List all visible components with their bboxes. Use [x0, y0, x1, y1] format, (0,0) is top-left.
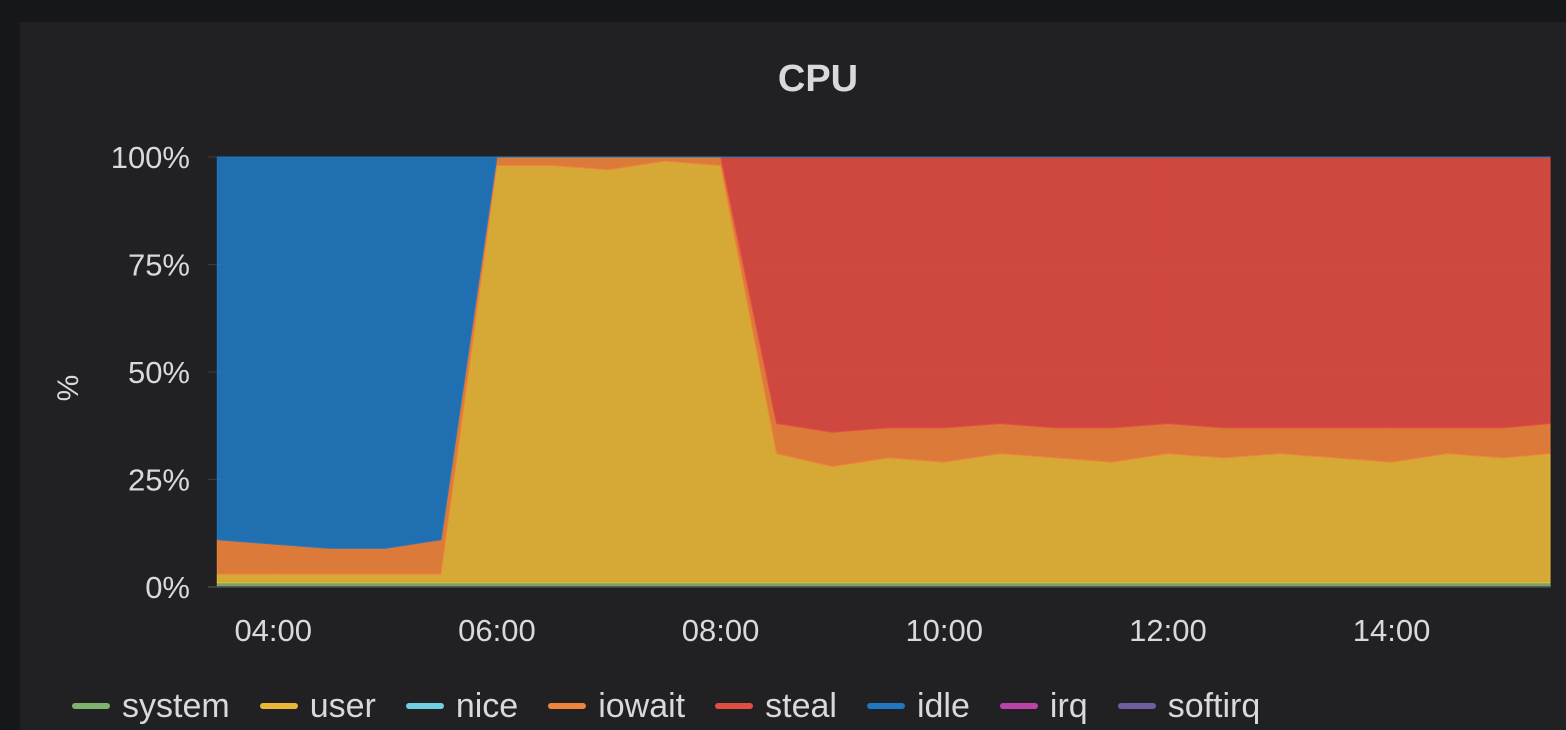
legend-item-softirq[interactable]: softirq — [1117, 686, 1261, 726]
legend-swatch — [999, 703, 1038, 709]
series-area-idle — [216, 156, 1550, 549]
y-tick-label: 25% — [128, 463, 190, 498]
legend-label: iowait — [598, 686, 686, 725]
legend-swatch — [405, 703, 444, 709]
legend-label: steal — [765, 686, 837, 725]
legend-item-system[interactable]: system — [72, 687, 230, 726]
x-tick-label: 06:00 — [458, 613, 536, 648]
legend-label: irq — [1049, 686, 1088, 725]
legend-label: softirq — [1167, 686, 1261, 725]
legend-swatch — [259, 703, 298, 709]
legend-swatch — [866, 703, 905, 709]
legend-item-steal[interactable]: steal — [715, 687, 837, 726]
x-tick-label: 08:00 — [682, 613, 760, 648]
legend-swatch — [1117, 703, 1156, 709]
legend-item-irq[interactable]: irq — [999, 686, 1088, 726]
legend-item-idle[interactable]: idle — [866, 686, 970, 726]
y-axis-label: % — [52, 375, 85, 402]
y-tick-label: 50% — [128, 355, 190, 390]
x-tick-label: 14:00 — [1353, 613, 1431, 648]
legend-swatch — [72, 703, 110, 709]
panel-title: CPU — [777, 58, 859, 100]
legend-item-nice[interactable]: nice — [405, 686, 519, 726]
legend-item-iowait[interactable]: iowait — [548, 687, 685, 726]
y-tick-label: 100% — [111, 140, 190, 175]
legend-label: idle — [916, 686, 970, 725]
chart-legend: system user nice iowait steal idle irq softirq — [72, 684, 1290, 728]
x-tick-label: 04:00 — [234, 613, 312, 648]
legend-label: user — [309, 686, 376, 725]
legend-swatch — [548, 703, 587, 709]
legend-swatch — [715, 703, 754, 709]
y-tick-label: 75% — [128, 248, 190, 283]
x-tick-label: 12:00 — [1129, 613, 1207, 648]
x-tick-label: 10:00 — [905, 613, 983, 648]
legend-label: system — [122, 686, 230, 725]
legend-item-user[interactable]: user — [259, 686, 376, 726]
legend-label: nice — [455, 686, 519, 725]
y-tick-label: 0% — [145, 570, 190, 605]
